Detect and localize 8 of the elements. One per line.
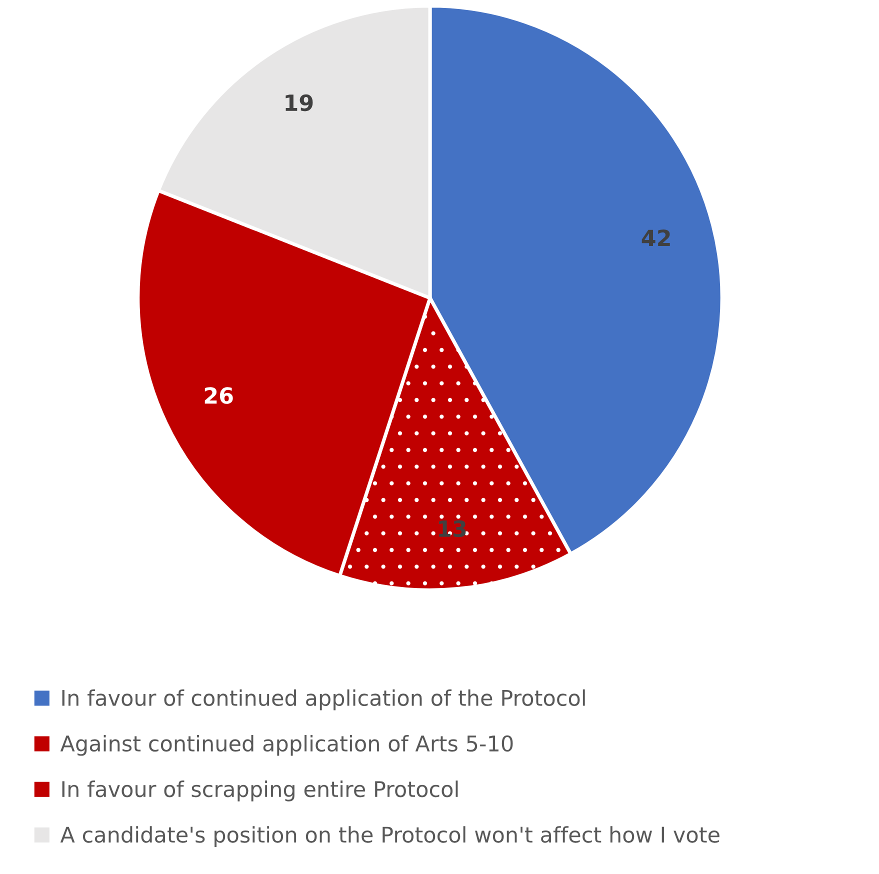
data-label: 19 [286,94,313,112]
legend-label: Against continued application of Arts 5-10 [60,734,513,756]
data-label: 42 [642,230,670,246]
data-label: 26 [204,387,233,404]
legend-label: A candidate's position on the Protocol won't affect how I vote [60,826,720,847]
legend-label: In favour of scrapping entire Protocol [62,780,458,802]
legend-label: In favour of continued application of the Protocol [62,689,585,710]
data-label: 13 [439,520,466,538]
